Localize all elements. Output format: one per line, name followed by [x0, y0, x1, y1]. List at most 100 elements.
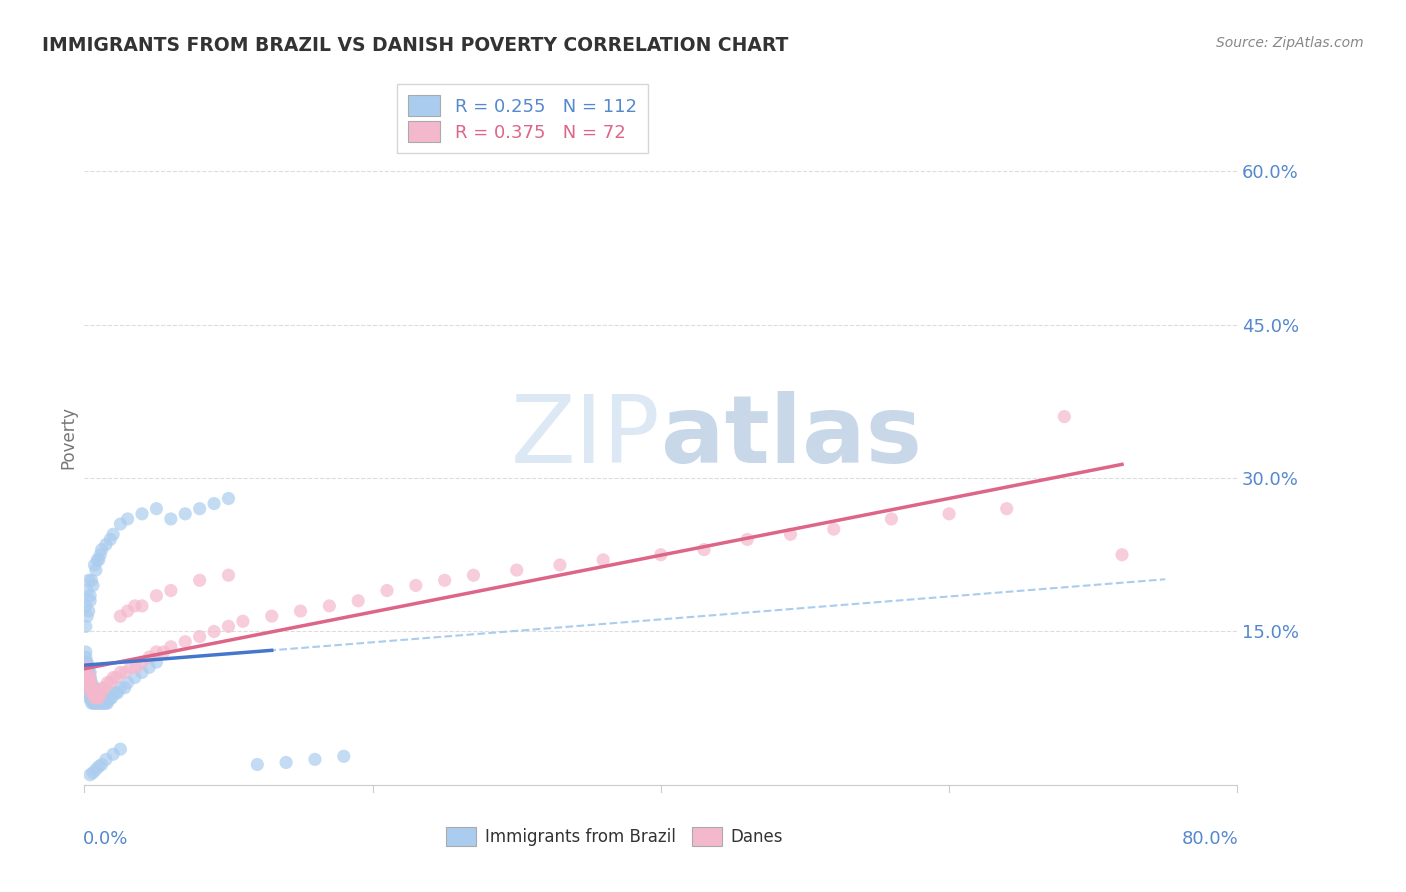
Point: [77, 671, 100, 685]
Point: [84, 763, 107, 777]
Point: [90, 757, 112, 772]
Point: [91, 681, 114, 695]
Point: [75, 599, 97, 613]
Point: [75, 671, 97, 685]
Point: [84, 686, 107, 700]
Point: [120, 660, 142, 674]
Point: [188, 501, 211, 516]
Point: [75, 665, 97, 680]
Point: [202, 624, 225, 639]
Point: [77, 604, 100, 618]
Point: [80, 681, 103, 695]
Point: [110, 742, 132, 756]
Point: [75, 660, 97, 674]
Point: [463, 568, 485, 582]
Point: [98, 675, 121, 690]
Point: [77, 675, 100, 690]
Point: [506, 563, 529, 577]
Point: [93, 681, 115, 695]
Point: [77, 675, 100, 690]
Point: [138, 660, 160, 674]
Point: [80, 681, 103, 695]
Point: [86, 690, 108, 705]
Point: [304, 752, 326, 766]
Point: [103, 671, 124, 685]
Point: [75, 681, 97, 695]
Point: [87, 686, 110, 700]
Point: [76, 665, 98, 680]
Point: [1053, 409, 1076, 424]
Point: [375, 583, 398, 598]
Point: [83, 686, 105, 700]
Point: [76, 671, 98, 685]
Point: [87, 696, 110, 710]
Point: [160, 512, 183, 526]
Point: [80, 696, 103, 710]
Point: [82, 765, 104, 780]
Point: [145, 589, 167, 603]
Point: [96, 675, 118, 690]
Point: [110, 665, 132, 680]
Point: [103, 527, 124, 541]
Point: [114, 681, 136, 695]
Point: [89, 686, 111, 700]
Point: [76, 655, 98, 669]
Point: [75, 675, 97, 690]
Point: [83, 696, 105, 710]
Point: [938, 507, 960, 521]
Point: [145, 655, 167, 669]
Point: [87, 553, 110, 567]
Point: [145, 501, 167, 516]
Point: [76, 675, 98, 690]
Point: [82, 686, 104, 700]
Point: [84, 563, 107, 577]
Point: [779, 527, 801, 541]
Point: [103, 686, 124, 700]
Point: [80, 686, 103, 700]
Point: [100, 690, 122, 705]
Point: [94, 690, 117, 705]
Point: [91, 696, 114, 710]
Point: [89, 690, 111, 705]
Point: [77, 690, 100, 705]
Point: [86, 690, 108, 705]
Point: [77, 574, 100, 588]
Point: [103, 747, 124, 762]
Point: [75, 645, 97, 659]
Text: 80.0%: 80.0%: [1181, 830, 1239, 848]
Point: [89, 548, 111, 562]
Point: [79, 665, 101, 680]
Point: [124, 599, 146, 613]
Point: [260, 609, 283, 624]
Point: [76, 686, 98, 700]
Point: [83, 558, 105, 572]
Point: [880, 512, 903, 526]
Point: [79, 768, 101, 782]
Point: [218, 619, 240, 633]
Point: [548, 558, 571, 572]
Point: [77, 665, 100, 680]
Point: [138, 650, 160, 665]
Point: [131, 507, 153, 521]
Point: [79, 681, 101, 695]
Point: [76, 681, 98, 695]
Text: ZIP: ZIP: [512, 391, 661, 483]
Point: [86, 696, 108, 710]
Point: [117, 675, 139, 690]
Point: [125, 660, 148, 674]
Point: [90, 690, 112, 705]
Point: [93, 696, 115, 710]
Point: [80, 690, 103, 705]
Text: atlas: atlas: [661, 391, 922, 483]
Point: [232, 614, 254, 628]
Point: [131, 655, 153, 669]
Point: [79, 675, 101, 690]
Point: [131, 665, 153, 680]
Point: [80, 686, 103, 700]
Point: [77, 681, 100, 695]
Point: [83, 690, 105, 705]
Point: [76, 609, 98, 624]
Point: [117, 604, 139, 618]
Point: [218, 491, 240, 506]
Point: [84, 696, 107, 710]
